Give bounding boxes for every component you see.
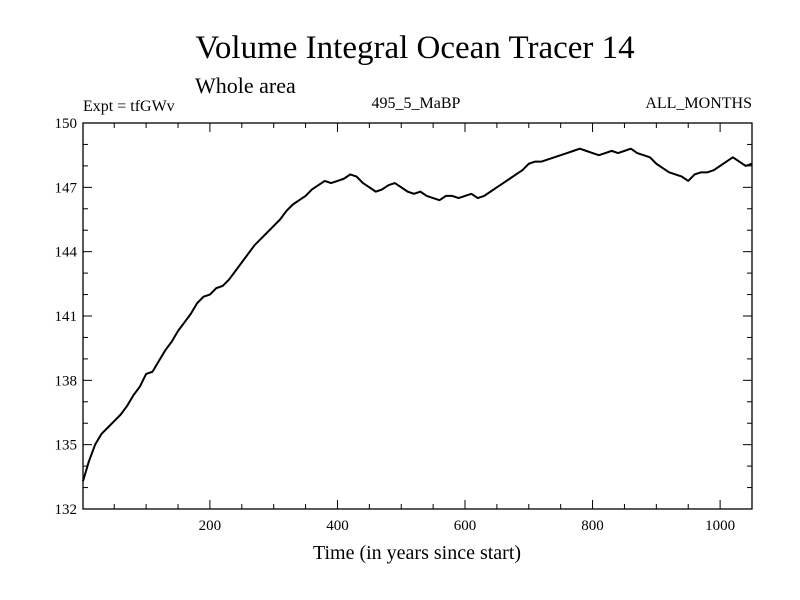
chart-subtitle: Whole area <box>195 73 296 98</box>
y-tick-label: 141 <box>55 309 78 325</box>
x-axis-label: Time (in years since start) <box>313 542 521 564</box>
x-axis: 200 400 600 800 1000 <box>113 123 753 534</box>
experiment-label: Expt = tfGWv <box>83 98 175 115</box>
x-tick-label: 800 <box>581 518 604 534</box>
run-label: 495_5_MaBP <box>372 95 461 112</box>
y-tick-label: 132 <box>55 502 78 518</box>
y-axis: 132 135 138 141 144 147 150 <box>55 116 752 518</box>
plot-frame <box>82 122 753 510</box>
y-tick-label: 150 <box>55 116 78 132</box>
y-tick-label: 138 <box>55 373 78 389</box>
y-tick-label: 144 <box>55 245 78 261</box>
series-line <box>82 147 753 482</box>
y-tick-label: 135 <box>55 438 78 454</box>
x-tick-label: 200 <box>199 518 222 534</box>
months-label: ALL_MONTHS <box>645 95 752 112</box>
y-tick-label: 147 <box>55 180 78 196</box>
x-tick-label: 1000 <box>705 518 735 534</box>
plot-series <box>82 147 753 482</box>
x-tick-label: 600 <box>454 518 477 534</box>
chart-title: Volume Integral Ocean Tracer 14 <box>195 30 634 66</box>
x-tick-label: 400 <box>326 518 349 534</box>
